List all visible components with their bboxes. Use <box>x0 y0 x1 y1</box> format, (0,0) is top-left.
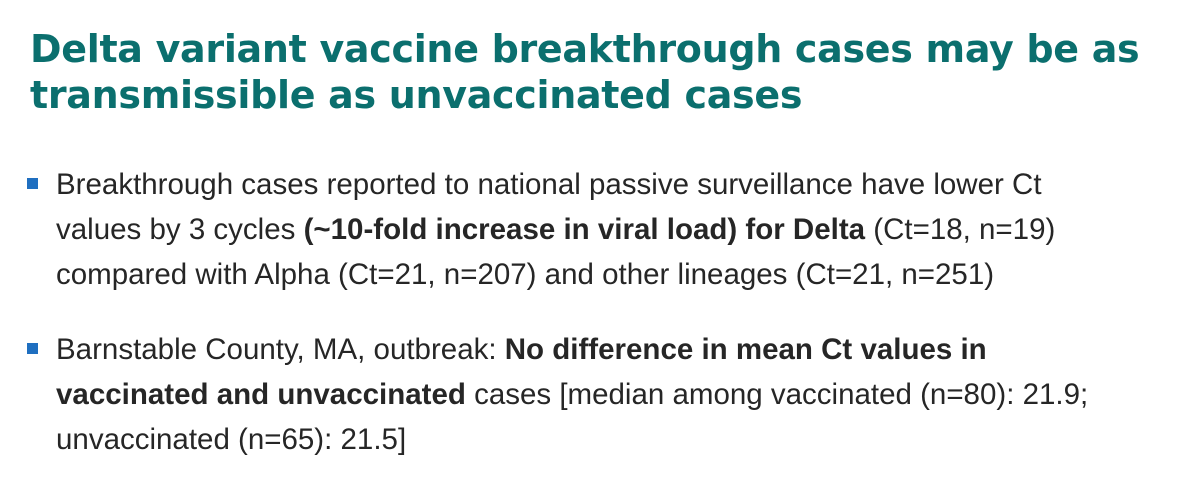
bullet-line: compared with Alpha (Ct=21, n=207) and o… <box>56 258 995 291</box>
slide-title-line-1: Delta variant vaccine breakthrough cases… <box>30 27 1140 71</box>
square-bullet-icon <box>27 343 38 354</box>
text-run: values by 3 cycles <box>56 213 304 246</box>
emphasis-text: No difference in mean Ct values in <box>504 333 987 366</box>
bullet-line: vaccinated and unvaccinated cases [media… <box>56 372 1188 417</box>
emphasis-text: (~10-fold increase in viral load) for De… <box>303 213 866 246</box>
text-run: cases [median among vaccinated (n=80): 2… <box>465 378 1089 411</box>
bullet-line: unvaccinated (n=65): 21.5] <box>56 423 407 456</box>
bullet-text: Barnstable County, MA, outbreak: No diff… <box>56 327 1188 462</box>
bullet-line: Barnstable County, MA, outbreak: No diff… <box>56 327 1188 372</box>
bullet-text: Breakthrough cases reported to national … <box>56 162 1188 297</box>
bullet-line: Breakthrough cases reported to national … <box>56 168 1042 201</box>
text-run: Barnstable County, MA, outbreak: <box>56 333 505 366</box>
square-bullet-icon <box>27 178 38 189</box>
slide-title: Delta variant vaccine breakthrough cases… <box>30 26 1180 118</box>
bullet-line: values by 3 cycles (~10-fold increase in… <box>56 207 1188 252</box>
emphasis-text: vaccinated and unvaccinated <box>56 378 466 411</box>
slide-title-line-2: transmissible as unvaccinated cases <box>30 73 803 117</box>
text-run: (Ct=18, n=19) <box>865 213 1056 246</box>
